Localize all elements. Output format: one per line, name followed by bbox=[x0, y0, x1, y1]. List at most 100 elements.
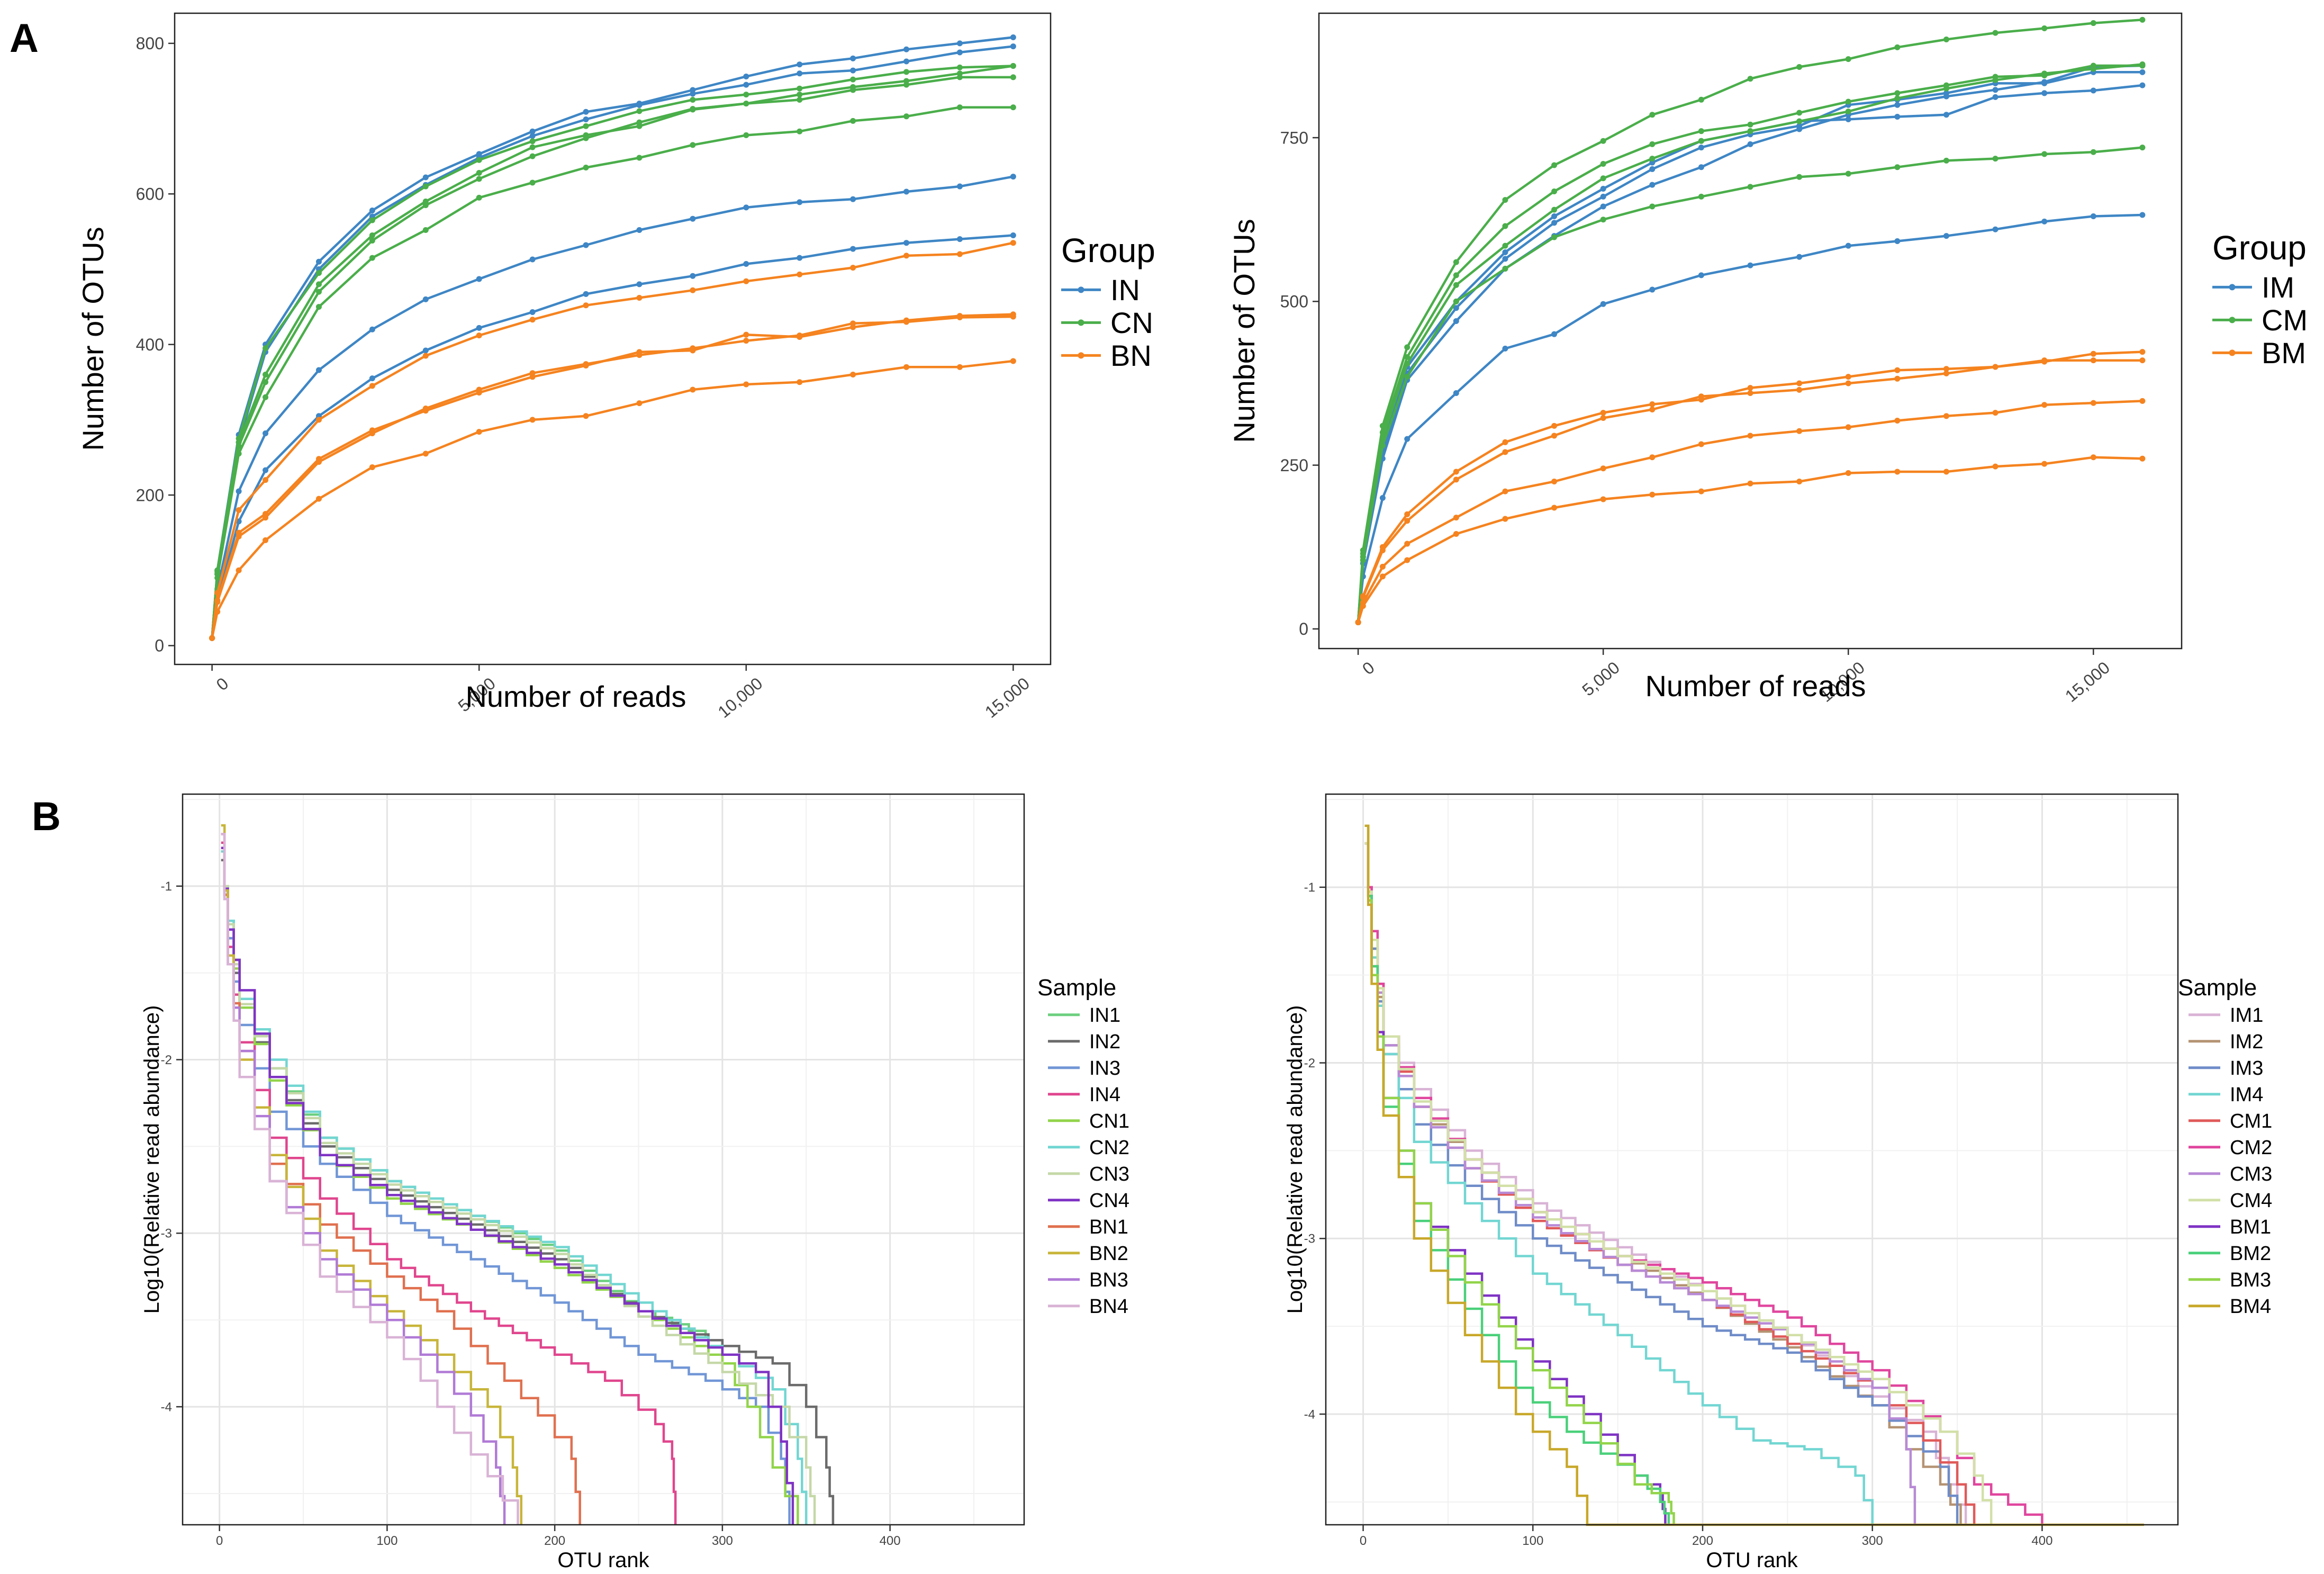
data-point bbox=[743, 381, 749, 388]
series-line-im bbox=[1357, 213, 2142, 623]
data-point bbox=[690, 287, 696, 293]
data-point bbox=[636, 102, 643, 108]
data-point bbox=[2139, 349, 2146, 355]
series-curve-cn2 bbox=[221, 850, 808, 1525]
data-point bbox=[529, 370, 536, 376]
series-curve-bm1 bbox=[1364, 824, 1667, 1525]
legend-entry: CN bbox=[1110, 306, 1153, 339]
data-point bbox=[214, 599, 221, 605]
data-point bbox=[236, 533, 242, 539]
data-point bbox=[903, 46, 910, 52]
legend-entry: CM bbox=[2262, 303, 2308, 337]
data-point bbox=[422, 406, 429, 412]
data-point bbox=[369, 326, 375, 332]
data-point bbox=[1379, 442, 1386, 448]
legend-entry: BM4 bbox=[2230, 1296, 2271, 1318]
data-point bbox=[1796, 380, 1803, 386]
data-point bbox=[1551, 234, 1558, 240]
data-point bbox=[2041, 357, 2048, 364]
data-point bbox=[1404, 541, 1410, 547]
data-point bbox=[263, 515, 269, 521]
data-point bbox=[2139, 61, 2146, 67]
data-point bbox=[529, 153, 536, 159]
data-point bbox=[1845, 470, 1851, 476]
data-point bbox=[1404, 344, 1410, 350]
data-point bbox=[850, 67, 856, 74]
data-point bbox=[2090, 350, 2096, 357]
data-point bbox=[1600, 410, 1606, 416]
series-curve-cn1 bbox=[221, 850, 799, 1525]
y-tick-label: 800 bbox=[136, 34, 164, 53]
data-point bbox=[1551, 220, 1558, 226]
data-point bbox=[1894, 417, 1901, 424]
x-tick-label: 400 bbox=[2031, 1534, 2052, 1548]
series-curve-cn4 bbox=[221, 847, 794, 1525]
data-point bbox=[903, 240, 910, 246]
data-point bbox=[1992, 463, 1999, 470]
data-point bbox=[2041, 218, 2048, 224]
data-point bbox=[2090, 213, 2096, 220]
data-point bbox=[315, 270, 322, 276]
series-line-cn bbox=[211, 106, 1014, 638]
legend-entry: IN bbox=[1110, 273, 1140, 307]
data-point bbox=[1502, 242, 1508, 249]
y-axis-title: Number of OTUs bbox=[1227, 219, 1261, 443]
series-line-cn bbox=[211, 65, 1014, 638]
data-point bbox=[2139, 455, 2146, 462]
data-point bbox=[529, 128, 536, 134]
data-point bbox=[1404, 354, 1410, 360]
data-point bbox=[956, 40, 963, 47]
data-point bbox=[1845, 424, 1851, 430]
data-point bbox=[1747, 385, 1753, 391]
data-point bbox=[690, 106, 696, 112]
data-point bbox=[1502, 197, 1508, 203]
legend-key-point bbox=[1078, 319, 1084, 326]
data-point bbox=[1360, 603, 1366, 609]
data-point bbox=[1453, 298, 1459, 304]
data-point bbox=[1600, 301, 1606, 307]
data-point bbox=[850, 55, 856, 61]
data-point bbox=[1404, 361, 1410, 367]
data-point bbox=[1600, 186, 1606, 192]
y-axis-title: Log10(Relative read abundance) bbox=[140, 1005, 164, 1314]
data-point bbox=[1600, 465, 1606, 472]
x-tick-label: 300 bbox=[1862, 1534, 1883, 1548]
legend-entry: CM2 bbox=[2230, 1137, 2272, 1159]
x-axis-title: OTU rank bbox=[1706, 1549, 1798, 1572]
data-point bbox=[1845, 56, 1851, 62]
legend-entry: CN1 bbox=[1089, 1110, 1129, 1132]
data-point bbox=[2090, 87, 2096, 94]
data-point bbox=[369, 383, 375, 389]
legend-entry: IM1 bbox=[2230, 1004, 2263, 1027]
data-point bbox=[2139, 357, 2146, 364]
data-point bbox=[529, 309, 536, 316]
y-tick-label: -1 bbox=[1304, 880, 1315, 895]
series-curve-cm4 bbox=[1364, 842, 1993, 1525]
x-tick-label: 15,000 bbox=[981, 674, 1033, 722]
data-point bbox=[797, 255, 803, 261]
data-point bbox=[315, 496, 322, 502]
data-point bbox=[1649, 112, 1656, 118]
series-line-bm bbox=[1357, 359, 2142, 623]
data-point bbox=[236, 451, 242, 457]
data-point bbox=[2139, 145, 2146, 151]
x-tick-label: 100 bbox=[1522, 1534, 1543, 1548]
data-point bbox=[903, 113, 910, 120]
data-point bbox=[850, 246, 856, 252]
data-point bbox=[1649, 156, 1656, 162]
data-point bbox=[315, 289, 322, 295]
data-point bbox=[315, 458, 322, 465]
data-point bbox=[1894, 469, 1901, 475]
legend-key-point bbox=[1078, 286, 1084, 293]
y-tick-label: -4 bbox=[1304, 1407, 1315, 1422]
data-point bbox=[1698, 128, 1704, 134]
y-tick-label: 200 bbox=[136, 485, 164, 505]
data-point bbox=[263, 467, 269, 473]
data-point bbox=[1796, 386, 1803, 393]
data-point bbox=[476, 332, 482, 339]
plot-border bbox=[174, 12, 1052, 665]
data-point bbox=[315, 281, 322, 287]
data-point bbox=[529, 144, 536, 150]
y-tick-label: -2 bbox=[161, 1053, 172, 1067]
